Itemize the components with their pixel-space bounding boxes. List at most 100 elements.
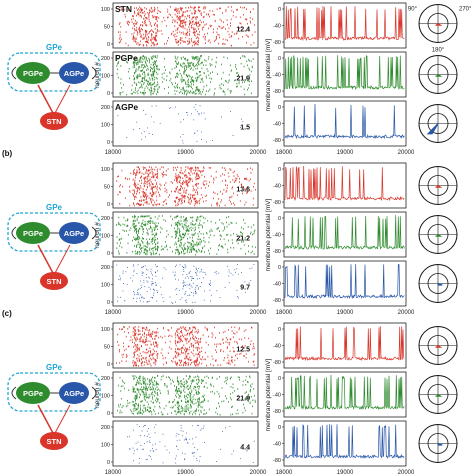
- spike-dot: [228, 223, 230, 226]
- spike-dot: [228, 216, 230, 218]
- spike-dot: [191, 40, 192, 42]
- spike-dot: [193, 282, 194, 284]
- spike-dot: [180, 234, 181, 237]
- spike-dot: [231, 326, 233, 329]
- spike-dot: [193, 16, 195, 18]
- spike-dot: [163, 174, 164, 176]
- spike-dot: [116, 65, 118, 67]
- spike-dot: [172, 405, 174, 408]
- raster-ylabel: neuron #: [94, 382, 101, 408]
- spike-dot: [194, 290, 196, 292]
- spike-dot: [155, 331, 157, 334]
- spike-dot: [138, 44, 140, 46]
- spike-dot: [189, 227, 191, 230]
- spike-dot: [132, 36, 134, 39]
- pgpe-node-label: PGPe: [23, 69, 43, 78]
- spike-dot: [163, 72, 165, 74]
- spike-dot: [225, 427, 226, 429]
- xtick-label: 19000: [177, 310, 194, 316]
- spike-dot: [154, 76, 156, 79]
- spike-dot: [188, 178, 190, 181]
- spike-dot: [141, 390, 143, 393]
- spike-dot: [143, 199, 145, 201]
- spike-dot: [252, 347, 254, 350]
- spike-dot: [194, 44, 195, 46]
- spike-dot: [120, 397, 122, 400]
- spike-dot: [175, 234, 177, 237]
- spike-dot: [179, 87, 180, 89]
- spike-dot: [145, 388, 147, 390]
- spike-dot: [200, 62, 202, 65]
- spike-dot: [127, 218, 129, 220]
- spike-dot: [147, 281, 149, 283]
- spike-dot: [134, 61, 136, 63]
- spike-dot: [196, 30, 197, 32]
- spike-dot: [133, 195, 135, 197]
- spike-dot: [156, 16, 158, 18]
- spike-dot: [245, 329, 247, 331]
- spike-dot: [234, 359, 236, 362]
- spike-dot: [142, 382, 144, 384]
- spike-dot: [188, 277, 189, 279]
- spike-dot: [143, 396, 145, 398]
- spike-dot: [197, 88, 199, 91]
- spike-dot: [187, 357, 189, 360]
- spike-dot: [184, 242, 186, 245]
- spike-dot: [150, 333, 152, 336]
- spike-dot: [195, 327, 196, 330]
- spike-dot: [140, 61, 142, 63]
- spike-dot: [200, 171, 202, 174]
- spike-dot: [139, 29, 140, 31]
- spike-dot: [153, 343, 154, 346]
- spike-dot: [134, 22, 136, 25]
- spike-dot: [151, 379, 153, 381]
- spike-dot: [182, 22, 183, 25]
- voltage-trace: [284, 326, 405, 362]
- spike-dot: [186, 111, 188, 113]
- spike-dot: [213, 181, 214, 184]
- spike-dot: [198, 183, 199, 185]
- spike-dot: [211, 336, 213, 338]
- spike-dot: [178, 381, 180, 384]
- spike-dot: [249, 375, 250, 378]
- spike-dot: [166, 75, 168, 77]
- spike-dot: [250, 340, 252, 342]
- spike-dot: [153, 36, 155, 39]
- spike-dot: [146, 336, 147, 339]
- spike-dot: [189, 438, 191, 440]
- spike-dot: [246, 18, 248, 21]
- ytick-label: -40: [273, 73, 281, 79]
- spike-dot: [237, 297, 239, 299]
- spike-dot: [156, 68, 158, 70]
- spike-dot: [146, 329, 148, 331]
- spike-dot: [204, 38, 206, 41]
- spike-dot: [144, 388, 146, 390]
- spike-dot: [149, 340, 151, 343]
- spike-dot: [138, 355, 140, 358]
- spike-dot: [170, 14, 171, 16]
- spike-dot: [198, 331, 200, 333]
- spike-dot: [143, 194, 144, 196]
- spike-dot: [177, 10, 179, 12]
- spike-dot: [132, 386, 134, 388]
- spike-dot: [145, 198, 147, 201]
- spike-dot: [149, 22, 151, 24]
- spike-dot: [190, 404, 191, 406]
- spike-dot: [148, 57, 150, 60]
- spike-dot: [148, 182, 150, 185]
- spike-dot: [215, 360, 216, 362]
- spike-dot: [130, 56, 132, 59]
- spike-dot: [156, 24, 158, 26]
- spike-dot: [196, 185, 197, 187]
- spike-dot: [177, 335, 179, 338]
- spike-dot: [154, 380, 155, 382]
- spike-dot: [145, 410, 147, 412]
- spike-dot: [156, 35, 158, 37]
- spike-dot: [253, 360, 255, 363]
- spike-dot: [243, 355, 245, 357]
- spike-dot: [145, 248, 146, 250]
- spike-dot: [197, 193, 198, 195]
- spike-dot: [133, 328, 135, 330]
- spike-dot: [137, 354, 139, 356]
- spike-dot: [171, 68, 173, 70]
